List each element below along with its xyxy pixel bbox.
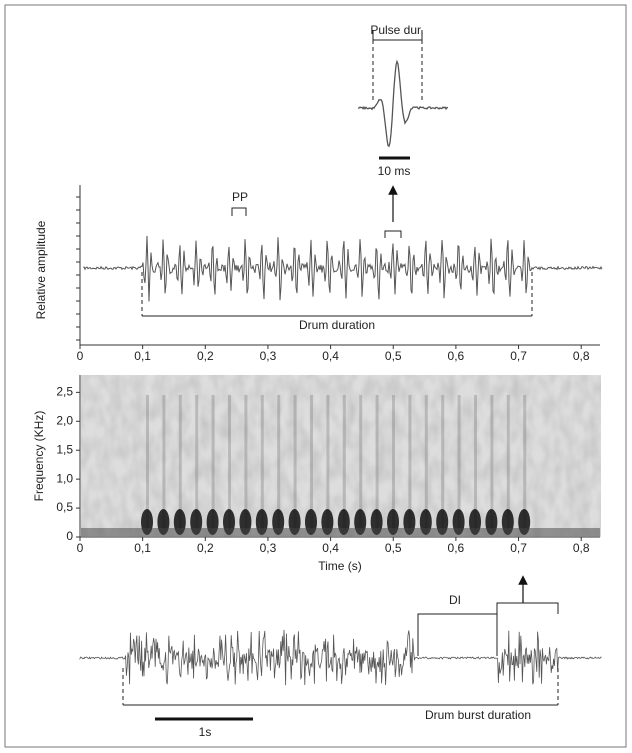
x-tick-label: 0,3	[260, 541, 277, 555]
pulse-label: Pulse dur.	[370, 23, 423, 37]
waveform-panel: Relative amplitude PP Drum duration 0 0,1…	[34, 185, 603, 363]
spectral-stripe	[178, 395, 182, 530]
x-tick-label: 0	[77, 541, 84, 555]
burst-scale-label: 1s	[199, 725, 212, 739]
x-tick-label: 0,7	[510, 349, 527, 363]
waveform-trace	[83, 235, 603, 302]
pulse-scale-label: 10 ms	[378, 164, 411, 178]
x-tick-label: 0,8	[573, 349, 590, 363]
spectral-floor	[81, 528, 600, 536]
burst-duration-label: Drum burst duration	[425, 708, 531, 722]
spectrogram-noise	[81, 375, 601, 537]
x-tick-label: 0,6	[448, 541, 465, 555]
spectral-stripe	[523, 395, 527, 530]
x-tick-label: 0,8	[573, 541, 590, 555]
y-tick-label: 2,0	[56, 413, 73, 427]
spectral-stripe	[392, 395, 395, 530]
spectral-stripe	[146, 395, 149, 530]
y-tick-label: 1,5	[56, 442, 73, 456]
spectral-stripe	[310, 395, 313, 530]
frame	[4, 4, 627, 748]
x-tick-label: 0,5	[385, 541, 402, 555]
spectral-stripe	[506, 395, 510, 530]
spectral-stripe	[375, 395, 379, 530]
pp-label: PP	[232, 190, 248, 204]
spectrogram-panel: Frequency (KHz) Time (s) 0 0,1 0,2 0,3 0,4 0,…	[32, 375, 601, 573]
y-tick-label: 0,5	[56, 500, 73, 514]
spectral-stripe	[277, 395, 281, 530]
spectral-stripe	[195, 395, 199, 530]
spectral-stripe	[441, 395, 445, 530]
x-tick-label: 0,6	[448, 349, 465, 363]
burst-trace	[79, 629, 602, 686]
spectral-stripe	[293, 395, 297, 530]
spectral-stripe	[326, 395, 330, 530]
di-label: DI	[449, 593, 461, 607]
x-tick-label: 0,1	[134, 349, 151, 363]
x-tick-label: 0,2	[197, 349, 214, 363]
spectral-stripe	[162, 395, 166, 530]
spectral-stripe	[424, 395, 428, 530]
y-tick-label: 1,0	[56, 471, 73, 485]
spectral-stripe	[490, 395, 494, 530]
x-axis-label: Time (s)	[318, 559, 362, 573]
x-tick-label: 0,3	[260, 349, 277, 363]
pulse-trace	[357, 59, 449, 148]
spectral-stripe	[260, 395, 264, 530]
x-tick-label: 0,7	[510, 541, 527, 555]
spectral-stripe	[457, 395, 461, 530]
spectral-stripe	[244, 395, 248, 530]
spectral-stripe	[408, 395, 412, 530]
x-tick-label: 0,1	[134, 541, 151, 555]
x-tick-label: 0	[77, 349, 84, 363]
x-tick-label: 0,4	[322, 541, 339, 555]
drum-duration-label: Drum duration	[299, 318, 375, 332]
spectral-stripe	[474, 395, 477, 530]
burst-panel: DI Drum burst duration 1s	[79, 575, 602, 739]
pulse-inset: Pulse dur. 10 ms	[357, 23, 449, 238]
y-axis-label: Relative amplitude	[34, 220, 48, 319]
y-tick-label: 0	[66, 529, 73, 543]
y-tick-label: 2,5	[56, 385, 73, 399]
spectral-stripe	[359, 395, 363, 530]
x-tick-label: 0,2	[197, 541, 214, 555]
spectral-stripe	[342, 395, 346, 530]
x-tick-label: 0,4	[322, 349, 339, 363]
x-tick-label: 0,5	[385, 349, 402, 363]
y-axis-label: Frequency (KHz)	[32, 411, 46, 502]
spectral-stripe	[228, 395, 231, 530]
spectral-stripe	[211, 395, 215, 530]
